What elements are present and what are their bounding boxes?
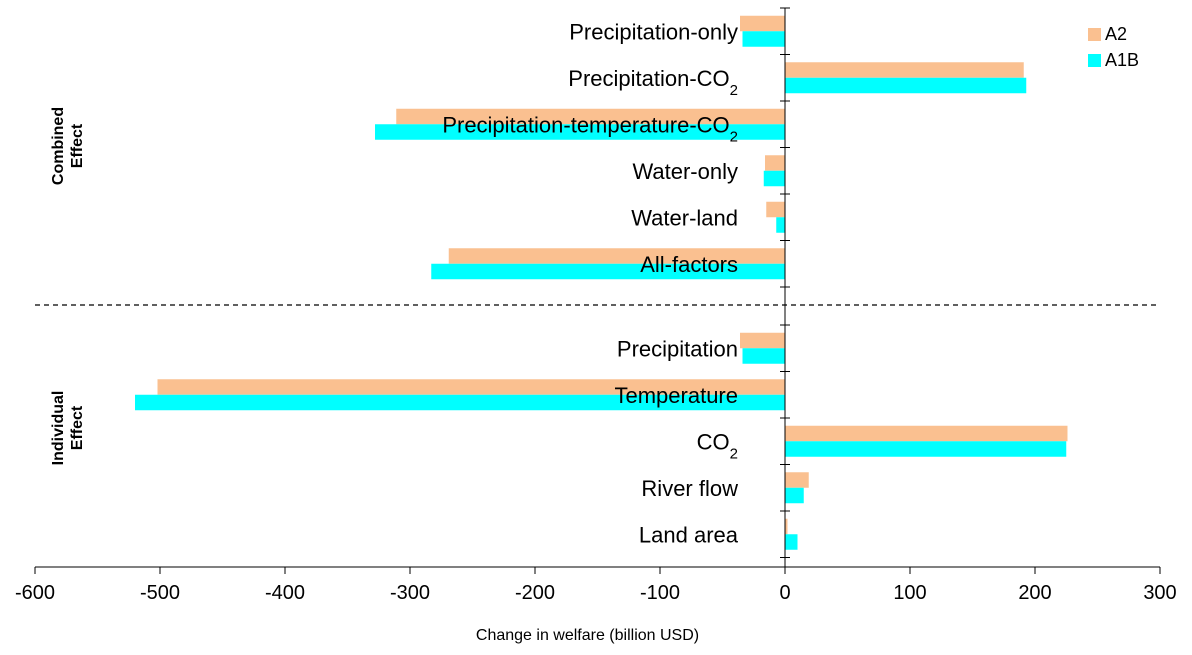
- x-tick-label--400: -400: [265, 582, 305, 604]
- category-label-0: Precipitation-only: [569, 19, 738, 44]
- group-labels-layer: Combined Effect Individual Effect: [50, 107, 86, 465]
- category-label-1: Precipitation-CO2: [568, 66, 738, 99]
- x-tick-label--600: -600: [15, 582, 55, 604]
- legend-swatch-a2: [1088, 28, 1101, 41]
- bar-a1b-10: [785, 534, 798, 550]
- bar-a1b-4: [776, 217, 785, 233]
- bar-a1b-9: [785, 487, 804, 504]
- category-label-9: River flow: [641, 476, 738, 501]
- bar-a2-8: [785, 425, 1068, 442]
- bar-a1b-1: [785, 77, 1027, 94]
- group-label-1: Individual Effect: [50, 391, 86, 466]
- category-label-10: Land area: [639, 522, 739, 547]
- bar-a2-3: [765, 155, 785, 171]
- bar-a1b-6: [742, 348, 785, 364]
- bar-a1b-3: [763, 170, 785, 187]
- category-label-7: Temperature: [614, 383, 738, 408]
- x-tick-label--300: -300: [390, 582, 430, 604]
- axes-layer: -600 -500 -400 -300 -200 -100 0 100 200 300: [15, 7, 1177, 604]
- bar-a1b-8: [785, 441, 1067, 457]
- category-label-4: Water-land: [631, 205, 738, 230]
- bar-a2-10: [785, 518, 788, 535]
- bars-layer: [135, 15, 1068, 550]
- bar-a2-7: [157, 379, 785, 395]
- legend-label-a2: A2: [1105, 24, 1127, 44]
- bar-a2-9: [785, 472, 809, 488]
- category-label-3: Water-only: [632, 159, 738, 184]
- bar-a1b-2: [375, 124, 785, 140]
- bar-a2-0: [740, 15, 785, 32]
- bar-a2-4: [766, 201, 785, 218]
- category-label-2: Precipitation-temperature-CO2: [442, 112, 738, 145]
- x-tick-label-100: 100: [893, 582, 926, 604]
- bar-a2-6: [740, 332, 785, 349]
- category-labels-layer: Precipitation-only Precipitation-CO2 Preci…: [442, 19, 738, 547]
- x-tick-label--500: -500: [140, 582, 180, 604]
- legend-swatch-a1b: [1088, 54, 1101, 67]
- category-label-8: CO2: [697, 429, 738, 462]
- bar-a1b-5: [431, 263, 785, 280]
- category-label-5: All-factors: [640, 252, 738, 277]
- x-axis-title: Change in welfare (billion USD): [476, 627, 699, 644]
- bar-a2-5: [448, 248, 785, 264]
- x-tick-label-0: 0: [779, 582, 790, 604]
- category-label-6: Precipitation: [617, 336, 738, 361]
- bar-a1b-7: [135, 394, 785, 411]
- bar-a2-2: [396, 108, 785, 125]
- bar-a1b-0: [742, 31, 785, 47]
- x-tick-label--100: -100: [640, 582, 680, 604]
- legend-label-a1b: A1B: [1105, 50, 1139, 70]
- x-tick-label-200: 200: [1018, 582, 1051, 604]
- x-tick-label-300: 300: [1143, 582, 1176, 604]
- x-tick-label--200: -200: [515, 582, 555, 604]
- group-label-0: Combined Effect: [50, 107, 86, 185]
- bar-a2-1: [785, 62, 1024, 78]
